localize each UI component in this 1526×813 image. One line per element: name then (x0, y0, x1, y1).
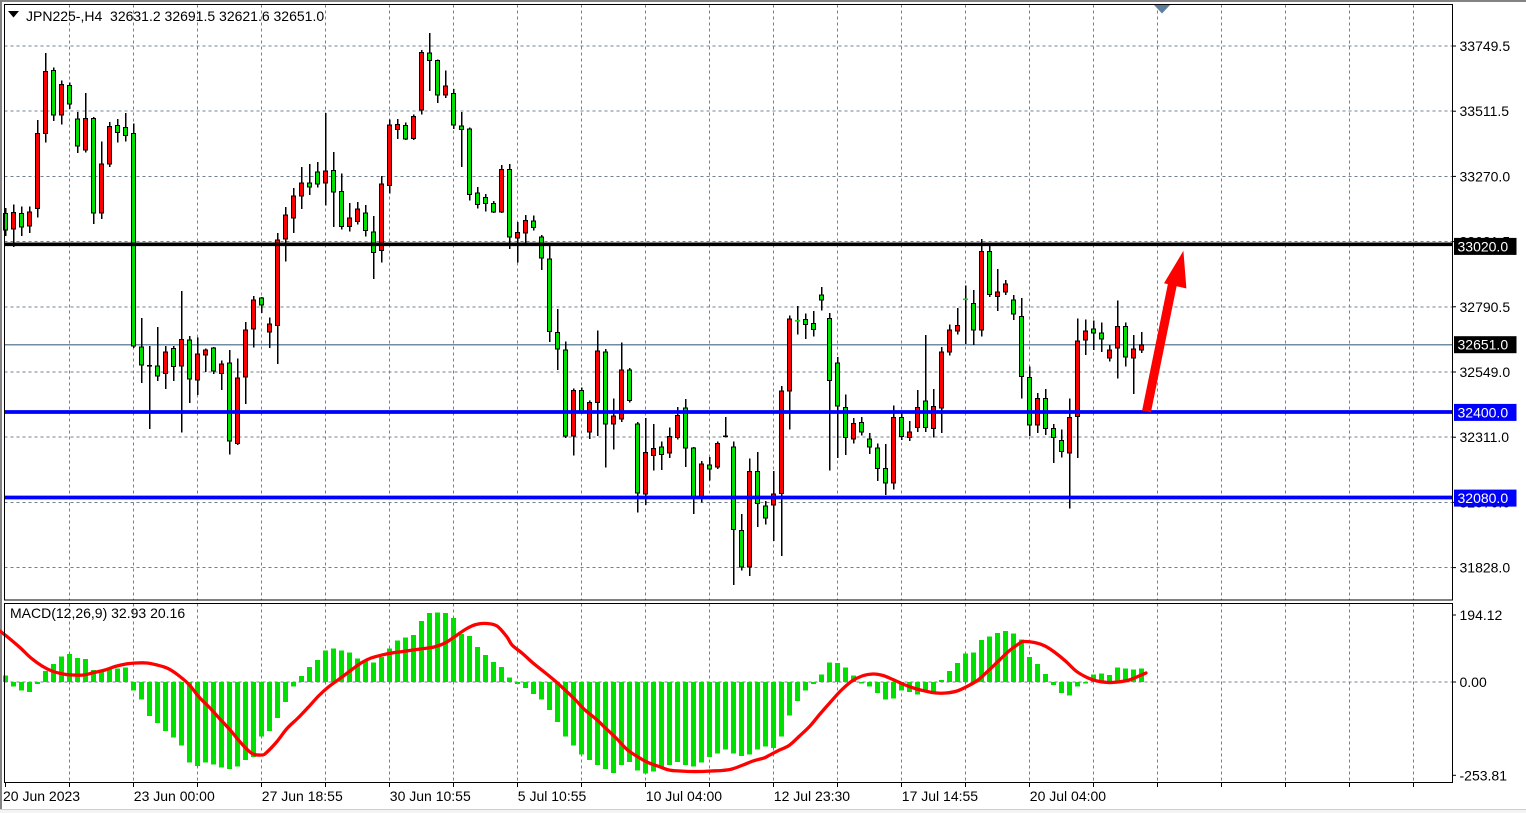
svg-text:27 Jun 18:55: 27 Jun 18:55 (262, 788, 343, 804)
svg-text:30 Jun 10:55: 30 Jun 10:55 (390, 788, 471, 804)
svg-text:32400.0: 32400.0 (1458, 404, 1509, 420)
svg-text:17 Jul 14:55: 17 Jul 14:55 (902, 788, 978, 804)
svg-text:32311.0: 32311.0 (1460, 429, 1510, 445)
svg-text:33511.5: 33511.5 (1460, 103, 1510, 119)
svg-text:32549.0: 32549.0 (1460, 364, 1511, 380)
svg-text:31828.0: 31828.0 (1460, 560, 1511, 576)
svg-text:32080.0: 32080.0 (1458, 490, 1509, 506)
svg-text:10 Jul 04:00: 10 Jul 04:00 (646, 788, 722, 804)
svg-text:5 Jul 10:55: 5 Jul 10:55 (518, 788, 587, 804)
svg-text:33749.5: 33749.5 (1460, 38, 1511, 54)
svg-text:33020.0: 33020.0 (1458, 238, 1509, 254)
svg-text:32790.5: 32790.5 (1460, 299, 1511, 315)
svg-text:JPN225-,H4 32631.2 32691.5 32: JPN225-,H4 32631.2 32691.5 32621.6 32651… (26, 8, 324, 24)
svg-text:0.00: 0.00 (1460, 674, 1487, 690)
svg-text:23 Jun 00:00: 23 Jun 00:00 (134, 788, 215, 804)
svg-text:-253.81: -253.81 (1460, 767, 1508, 783)
svg-text:194.12: 194.12 (1460, 607, 1503, 623)
svg-text:20 Jul 04:00: 20 Jul 04:00 (1030, 788, 1106, 804)
svg-text:33270.0: 33270.0 (1460, 168, 1511, 184)
svg-text:MACD(12,26,9) 32.93 20.16: MACD(12,26,9) 32.93 20.16 (10, 605, 185, 621)
svg-text:12 Jul 23:30: 12 Jul 23:30 (774, 788, 850, 804)
svg-text:20 Jun 2023: 20 Jun 2023 (3, 788, 80, 804)
svg-text:32651.0: 32651.0 (1458, 337, 1509, 353)
